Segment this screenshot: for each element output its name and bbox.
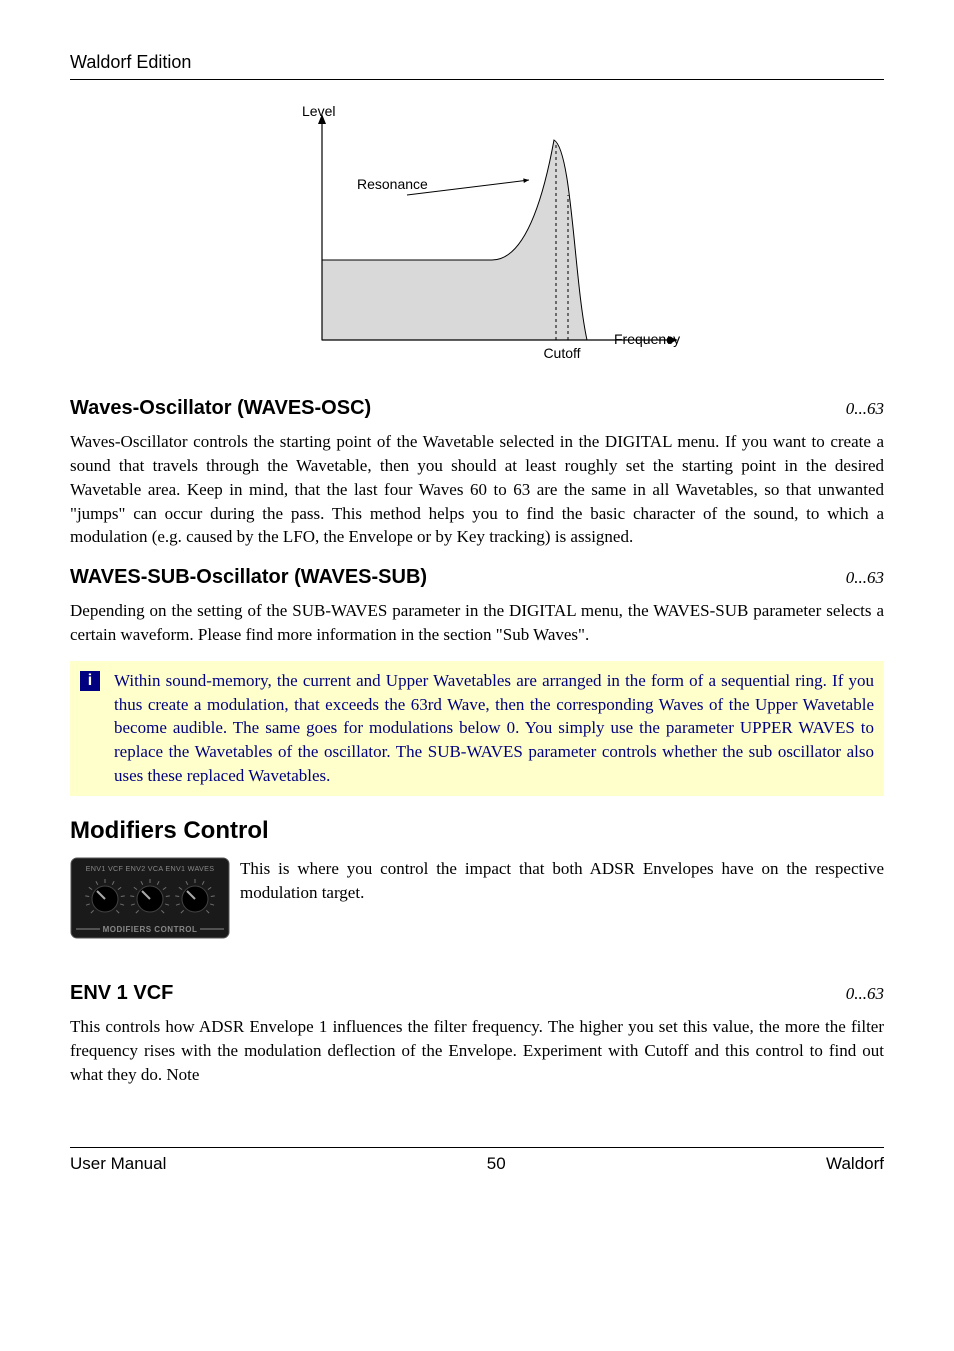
env1-range: 0...63: [846, 982, 884, 1006]
waves-sub-title: WAVES-SUB-Oscillator (WAVES-SUB): [70, 563, 427, 591]
page-footer: User Manual 50 Waldorf: [70, 1147, 884, 1176]
waves-osc-heading-row: Waves-Oscillator (WAVES-OSC) 0...63: [70, 394, 884, 422]
modifiers-body: This is where you control the impact tha…: [240, 857, 884, 905]
footer-right: Waldorf: [826, 1152, 884, 1176]
waves-osc-body: Waves-Oscillator controls the starting p…: [70, 430, 884, 549]
modifiers-row: ENV1 VCF ENV2 VCA ENV1 WAVES MODIFIERS CO…: [70, 857, 884, 939]
info-callout: i Within sound-memory, the current and U…: [70, 661, 884, 796]
svg-text:Resonance: Resonance: [357, 176, 428, 192]
filter-curve-svg: Resonance Level Frequency Cutoff: [262, 100, 692, 370]
footer-left: User Manual: [70, 1152, 166, 1176]
modifiers-title: Modifiers Control: [70, 814, 884, 848]
waves-osc-title: Waves-Oscillator (WAVES-OSC): [70, 394, 371, 422]
env1-title: ENV 1 VCF: [70, 979, 173, 1007]
info-icon: i: [80, 671, 100, 691]
svg-text:ENV1 VCF ENV2 VCA ENV1 WAVES: ENV1 VCF ENV2 VCA ENV1 WAVES: [86, 864, 215, 873]
info-text: Within sound-memory, the current and Upp…: [114, 669, 874, 788]
env1-heading-row: ENV 1 VCF 0...63: [70, 979, 884, 1007]
modifiers-panel-image: ENV1 VCF ENV2 VCA ENV1 WAVES MODIFIERS CO…: [70, 857, 230, 939]
svg-text:Frequency: Frequency: [614, 331, 680, 347]
footer-center: 50: [487, 1152, 506, 1176]
svg-text:Cutoff: Cutoff: [543, 345, 580, 361]
waves-sub-heading-row: WAVES-SUB-Oscillator (WAVES-SUB) 0...63: [70, 563, 884, 591]
waves-sub-range: 0...63: [846, 566, 884, 590]
env1-body: This controls how ADSR Envelope 1 influe…: [70, 1015, 884, 1086]
waves-osc-range: 0...63: [846, 397, 884, 421]
waves-sub-body: Depending on the setting of the SUB-WAVE…: [70, 599, 884, 647]
filter-curve-chart: Resonance Level Frequency Cutoff: [70, 100, 884, 370]
page-header: Waldorf Edition: [70, 50, 884, 80]
header-title: Waldorf Edition: [70, 52, 191, 72]
svg-text:Level: Level: [302, 103, 335, 119]
svg-text:MODIFIERS CONTROL: MODIFIERS CONTROL: [103, 925, 198, 934]
